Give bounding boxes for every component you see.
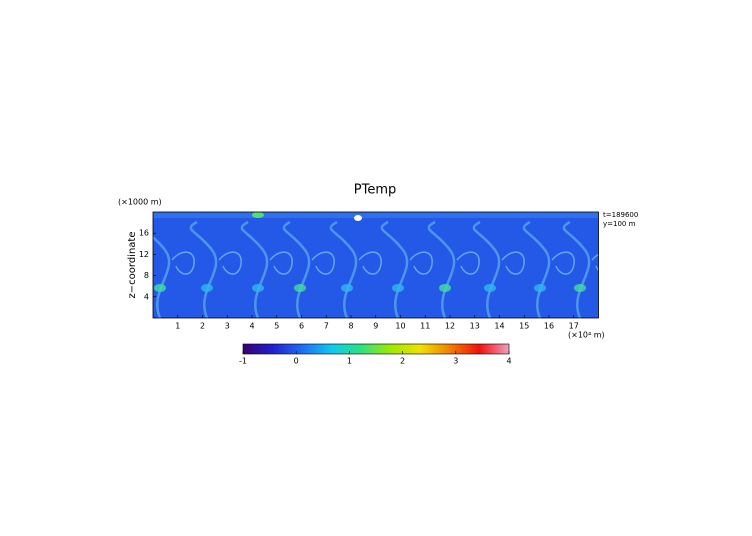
x-tick-label: 5 [274,322,279,331]
swirl [472,220,501,318]
swirl [380,220,409,318]
field-structures [153,212,599,318]
x-tick-label: 2 [200,322,205,331]
blob [534,284,546,292]
annotation: t=189600 [603,211,638,219]
swirl [522,220,551,318]
swirl [456,251,480,275]
blob [294,284,306,292]
x-axis-label: (×10⁴ m) [568,331,605,340]
colorbar-tick-label: 4 [506,357,511,366]
x-tick-label: 3 [225,322,230,331]
swirl [282,220,311,318]
y-tick-label: 16 [139,229,149,238]
swirl [501,251,525,275]
swirl [153,235,171,318]
swirl [551,251,575,275]
colorbar-tick-label: 1 [347,357,352,366]
swirl [562,220,591,318]
y-tick-label: 12 [139,250,149,259]
y-axis-label: z−coordinate [127,232,138,299]
swirl [329,220,358,318]
swirl [189,220,218,318]
swirl [171,251,195,275]
swirl [218,251,242,275]
field-background [153,212,599,318]
x-tick-label: 13 [470,322,480,331]
x-tick-label: 10 [395,322,405,331]
blob [154,284,166,292]
blob [252,212,264,218]
x-tick-label: 17 [569,322,579,331]
swirl [269,251,293,275]
blob [341,284,353,292]
annotation: y=100 m [603,220,636,228]
swirl [240,220,269,318]
x-tick-label: 1 [175,322,180,331]
x-tick-label: 9 [373,322,378,331]
blob [574,284,586,292]
colorbar-tick-label: 2 [400,357,405,366]
blob [392,284,404,292]
blob [252,284,264,292]
top-band [153,212,599,218]
x-tick-label: 15 [519,322,529,331]
swirl [358,251,382,275]
blob [354,215,362,221]
y-tick-label: 4 [144,292,149,301]
field [153,212,599,318]
colorbar-tick-label: -1 [239,357,247,366]
x-tick-label: 12 [445,322,455,331]
colorbar [242,343,510,355]
blob [201,284,213,292]
swirl [427,220,456,318]
swirl [409,251,433,275]
blob [484,284,496,292]
chart-title: PTemp [354,183,397,198]
x-tick-label: 8 [348,322,353,331]
y-unit: (×1000 m) [118,198,162,207]
colorbar-tick-label: 0 [294,357,299,366]
blob [439,284,451,292]
x-tick-label: 16 [544,322,554,331]
swirl [311,251,335,275]
y-tick-label: 8 [144,271,149,280]
x-tick-label: 11 [420,322,430,331]
x-tick-label: 4 [249,322,254,331]
colorbar-tick-label: 3 [453,357,458,366]
x-tick-label: 14 [494,322,504,331]
x-tick-label: 6 [299,322,304,331]
x-tick-label: 7 [324,322,329,331]
